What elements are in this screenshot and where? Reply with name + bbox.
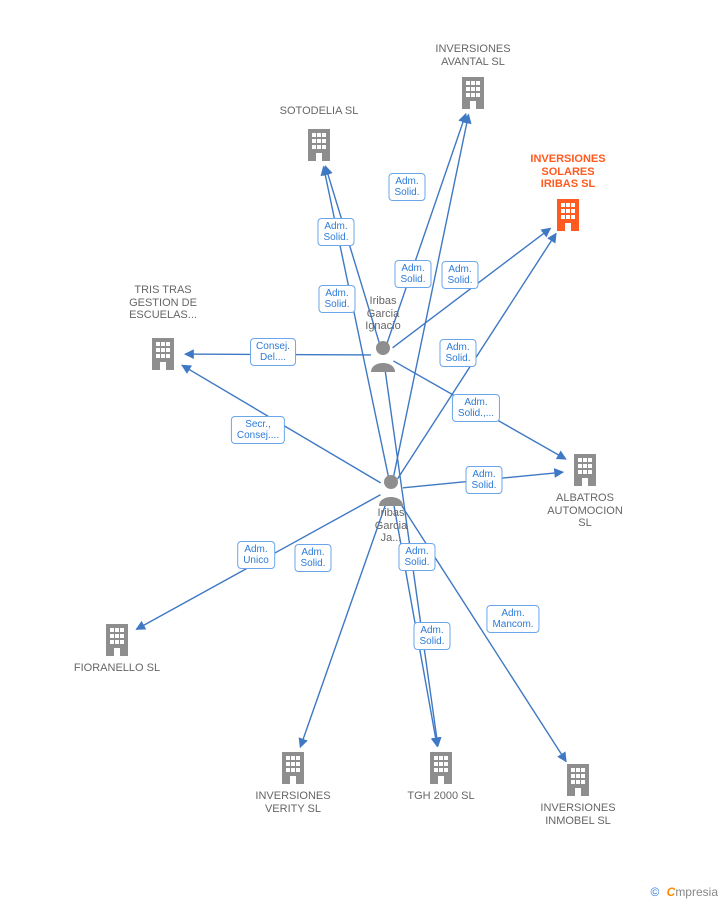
edge-label[interactable]: Adm. Solid. <box>317 218 354 246</box>
edge-label[interactable]: Adm. Solid. <box>394 260 431 288</box>
graph-canvas <box>0 0 728 905</box>
copyright-symbol: © <box>650 885 659 899</box>
footer-credit: © Cmpresia <box>650 885 718 899</box>
company-node-label[interactable]: INVERSIONES SOLARES IRIBAS SL <box>530 153 605 191</box>
company-node-icon[interactable] <box>458 75 488 111</box>
edge-label[interactable]: Adm. Solid. <box>465 466 502 494</box>
company-node-icon[interactable] <box>563 762 593 798</box>
person-node-icon[interactable] <box>368 338 398 372</box>
company-node-label[interactable]: TGH 2000 SL <box>407 790 474 803</box>
edge-label[interactable]: Adm. Solid. <box>413 622 450 650</box>
edge <box>393 115 468 478</box>
edge-label[interactable]: Secr., Consej.... <box>231 416 285 444</box>
person-node-label[interactable]: Iribas Garcia Ignacio <box>365 295 400 333</box>
edge-label[interactable]: Adm. Solid. <box>398 543 435 571</box>
person-node-icon[interactable] <box>376 472 406 506</box>
company-node-label[interactable]: INVERSIONES INMOBEL SL <box>540 802 615 827</box>
edge-label[interactable]: Adm. Mancom. <box>486 605 539 633</box>
edge-label[interactable]: Adm. Solid. <box>318 285 355 313</box>
company-node-label[interactable]: INVERSIONES VERITY SL <box>255 790 330 815</box>
brand-rest: mpresia <box>675 885 718 899</box>
company-node-icon[interactable] <box>102 622 132 658</box>
edge-label[interactable]: Adm. Solid. <box>441 261 478 289</box>
company-node-label[interactable]: FIORANELLO SL <box>74 662 160 675</box>
edge-label[interactable]: Adm. Solid.,... <box>452 394 500 422</box>
company-node-icon[interactable] <box>426 750 456 786</box>
company-node-label[interactable]: INVERSIONES AVANTAL SL <box>435 43 510 68</box>
brand-first: C <box>667 885 676 899</box>
edge-label[interactable]: Consej. Del.... <box>250 338 296 366</box>
company-node-icon[interactable] <box>278 750 308 786</box>
company-node-icon[interactable] <box>553 197 583 233</box>
company-node-label[interactable]: TRIS TRAS GESTION DE ESCUELAS... <box>129 284 197 322</box>
company-node-icon[interactable] <box>570 452 600 488</box>
company-node-icon[interactable] <box>304 127 334 163</box>
company-node-label[interactable]: ALBATROS AUTOMOCION SL <box>547 492 623 530</box>
company-node-icon[interactable] <box>148 336 178 372</box>
edge-label[interactable]: Adm. Solid. <box>388 173 425 201</box>
company-node-label[interactable]: SOTODELIA SL <box>280 105 359 118</box>
edge-label[interactable]: Adm. Solid. <box>439 339 476 367</box>
person-node-label[interactable]: Iribas Garcia Ja... <box>375 507 407 545</box>
edge-label[interactable]: Adm. Unico <box>237 541 275 569</box>
edge-label[interactable]: Adm. Solid. <box>294 544 331 572</box>
